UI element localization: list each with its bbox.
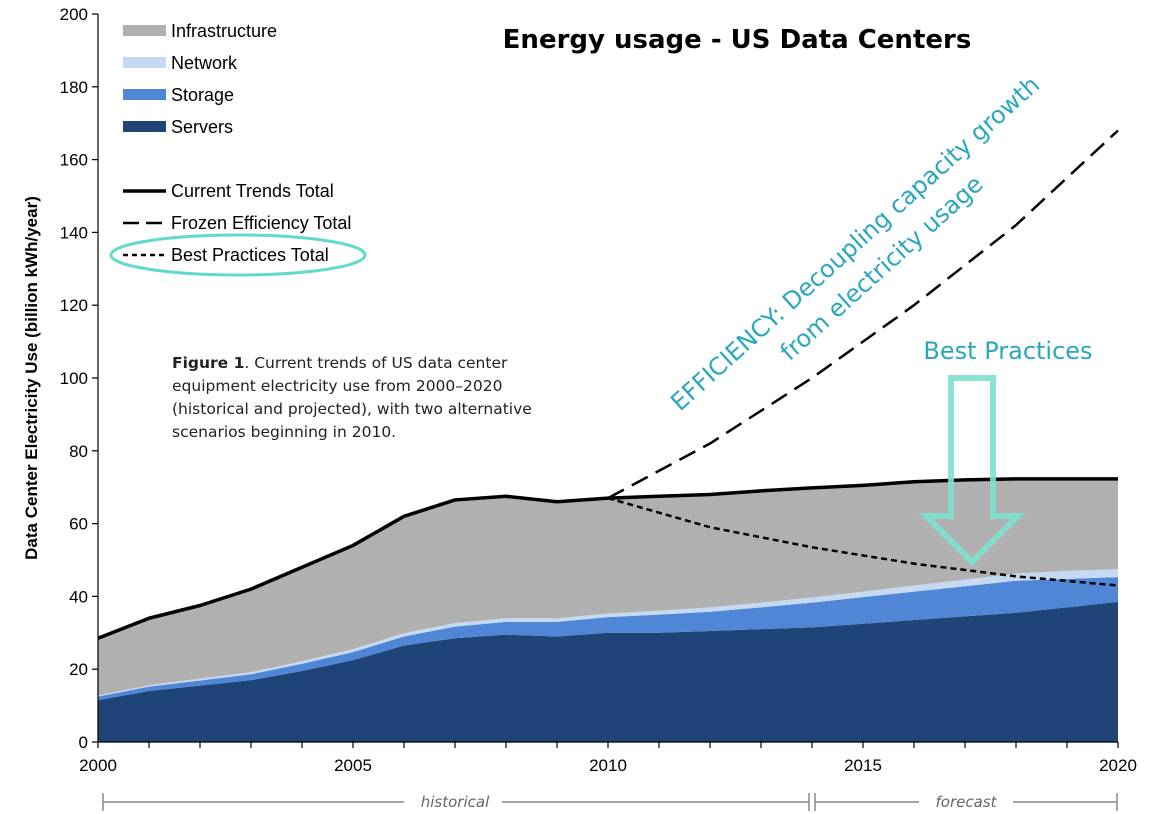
y-tick-label: 80: [69, 442, 88, 461]
period-brackets: historical forecast: [102, 793, 1118, 811]
line-best-practices-total: [607, 496, 1119, 587]
y-tick-label: 60: [69, 515, 88, 534]
best-practices-highlight-ellipse: [109, 233, 367, 277]
chart-title: Energy usage - US Data Centers: [503, 25, 972, 55]
y-tick-label: 180: [60, 78, 88, 97]
legend-swatch-network: [123, 57, 166, 68]
x-tick-label: 2010: [589, 756, 627, 775]
y-tick-label: 120: [60, 296, 88, 315]
x-tick-label: 2000: [79, 756, 117, 775]
y-tick-label: 20: [69, 660, 88, 679]
caption-line-2: equipment electricity use from 2000–2020: [172, 377, 502, 395]
legend-label-infrastructure: Infrastructure: [171, 21, 277, 41]
y-tick-label: 100: [60, 369, 88, 388]
y-axis-label: Data Center Electricity Use (billion kWh…: [22, 196, 41, 560]
x-tick-label: 2015: [844, 756, 882, 775]
forecast-label: forecast: [936, 793, 998, 811]
legend-swatch-servers: [123, 121, 166, 132]
caption-line-4: scenarios beginning in 2010.: [172, 423, 396, 441]
svg-text:Figure 1. Current trends of US: Figure 1. Current trends of US data cent…: [172, 354, 508, 372]
caption-line-1: . Current trends of US data center: [244, 354, 508, 372]
y-tick-label: 40: [69, 587, 88, 606]
x-tick-label: 2020: [1099, 756, 1137, 775]
y-tick-label: 140: [60, 223, 88, 242]
caption-bold: Figure 1: [172, 354, 244, 372]
x-tick-label: 2005: [334, 756, 372, 775]
caption-line-3: (historical and projected), with two alt…: [172, 400, 532, 418]
legend-label-network: Network: [171, 53, 238, 73]
best-practices-label: Best Practices: [923, 337, 1092, 365]
best-practices-arrow-icon: [918, 375, 1026, 567]
efficiency-annotation: EFFICIENCY: Decoupling capacity growth f…: [665, 71, 1045, 417]
legend-label-best-practices: Best Practices Total: [171, 245, 329, 265]
y-tick-label: 0: [79, 733, 88, 752]
legend-label-servers: Servers: [171, 117, 233, 137]
y-tick-label: 160: [60, 151, 88, 170]
y-tick-label: 200: [60, 5, 88, 24]
stacked-areas: [98, 478, 1118, 742]
legend: Infrastructure Network Storage Servers C…: [109, 21, 367, 277]
x-ticks: 2000 2005 2010 2015 2020: [79, 742, 1137, 775]
y-ticks: 0 20 40 60 80 100 120 140 160 180 200: [60, 5, 98, 752]
legend-swatch-infrastructure: [123, 25, 166, 36]
line-frozen-efficiency-total: [607, 129, 1119, 500]
area-storage: [98, 577, 1118, 701]
legend-label-frozen-efficiency: Frozen Efficiency Total: [171, 213, 351, 233]
legend-label-storage: Storage: [171, 85, 234, 105]
legend-label-current-trends: Current Trends Total: [171, 181, 334, 201]
historical-label: historical: [421, 793, 490, 811]
legend-swatch-storage: [123, 89, 166, 100]
figure-caption: Figure 1. Current trends of US data cent…: [172, 354, 532, 441]
area-infrastructure: [98, 478, 1118, 696]
area-servers: [98, 601, 1118, 742]
